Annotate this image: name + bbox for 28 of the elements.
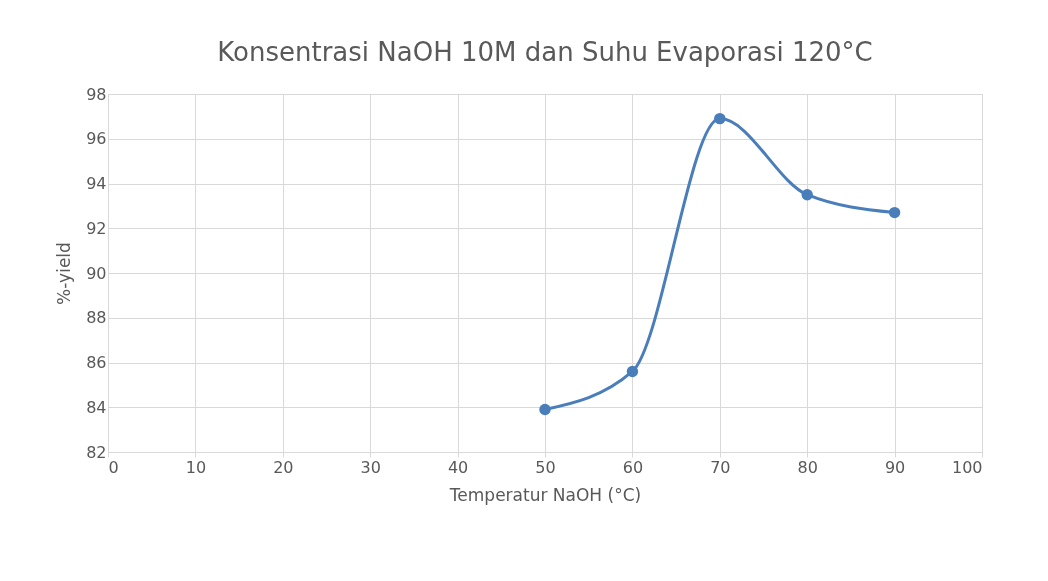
y-tick-label: 90 (86, 263, 107, 283)
y-tick-label: 86 (86, 353, 107, 372)
x-tick-label: 100 (951, 457, 983, 477)
point (714, 112, 726, 125)
x-tick-label: 20 (273, 457, 294, 477)
y-tick-label: 84 (86, 397, 107, 417)
point (539, 403, 551, 416)
x-tick-label: 80 (797, 457, 818, 477)
y-tick-label: 82 (86, 442, 107, 462)
point (626, 365, 639, 378)
point (801, 189, 813, 201)
x-tick-label: 0 (108, 457, 119, 477)
x-tick-label: 90 (884, 457, 906, 477)
point (888, 206, 901, 219)
x-tick-label: 70 (710, 457, 731, 477)
x-tick-label: 60 (622, 457, 644, 477)
y-tick-label: 88 (86, 308, 107, 328)
x-tick-label: 50 (535, 457, 556, 477)
x-axis-title: Temperatur NaOH (°C) (448, 484, 642, 505)
x-tick-label: 10 (185, 457, 207, 477)
x-tick-label: 30 (360, 457, 381, 477)
chart-title: Konsentrasi NaOH 10M dan Suhu Evaporasi 120°C (217, 37, 873, 67)
y-tick-label: 92 (86, 218, 107, 238)
y-tick-label: 94 (86, 174, 107, 193)
y-tick-label: 98 (86, 84, 107, 104)
y-axis-title: %-yield (54, 242, 75, 305)
y-tick-label: 96 (86, 129, 107, 149)
x-tick-label: 40 (447, 457, 469, 477)
